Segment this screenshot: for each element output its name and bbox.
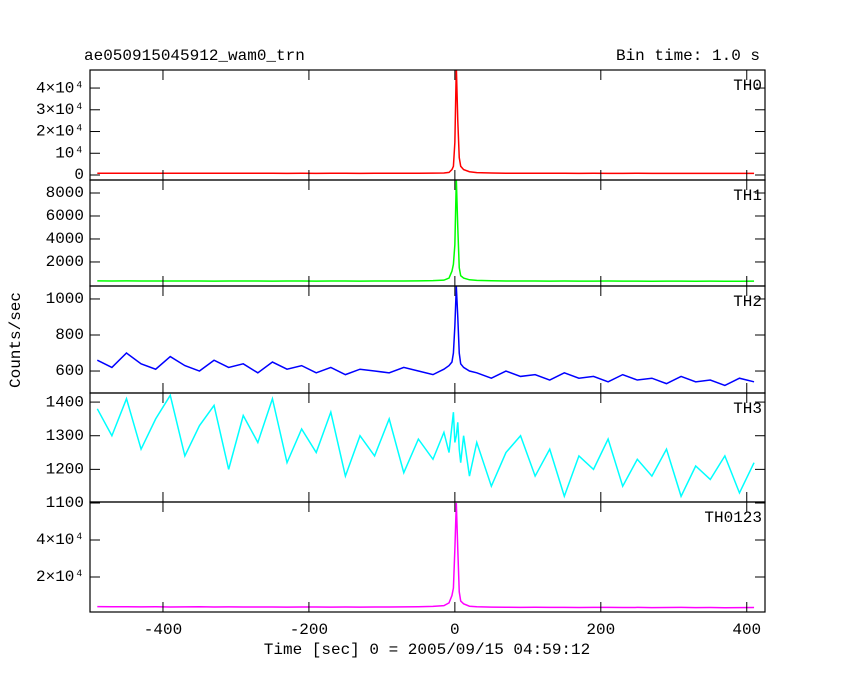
y-tick-label: 1100 (46, 494, 84, 512)
y-tick-label: 3×10⁴ (36, 101, 84, 119)
light-curve (96, 286, 755, 387)
y-tick-label: 2×10⁴ (36, 568, 84, 586)
y-tick-label: 0 (74, 166, 84, 184)
bin-time: Bin time: 1.0 s (616, 47, 760, 65)
panel-frame (89, 392, 766, 503)
panel-label: TH1 (733, 187, 762, 205)
y-tick-label: 8000 (46, 184, 84, 202)
chart-title: ae050915045912_wam0_trn (84, 47, 305, 65)
y-tick-label: 10⁴ (55, 144, 84, 162)
panel-frame (89, 69, 766, 181)
y-tick-label: 600 (55, 362, 84, 380)
y-tick-label: 4×10⁴ (36, 531, 84, 549)
x-tick-label: 200 (586, 621, 615, 639)
x-tick-label: -400 (144, 621, 182, 639)
y-tick-label: 4×10⁴ (36, 79, 84, 97)
y-tick-label: 1000 (46, 290, 84, 308)
panel-label: TH3 (733, 400, 762, 418)
panel-label: TH0 (733, 77, 762, 95)
y-tick-label: 6000 (46, 207, 84, 225)
y-tick-label: 4000 (46, 230, 84, 248)
panel-label: TH0123 (704, 509, 762, 527)
x-tick-label: -200 (290, 621, 328, 639)
y-tick-label: 1400 (46, 393, 84, 411)
light-curve (97, 70, 755, 175)
panel-label: TH2 (733, 293, 762, 311)
y-tick-label: 2×10⁴ (36, 123, 84, 141)
light-curve (97, 502, 755, 609)
y-tick-label: 1300 (46, 427, 84, 445)
x-tick-label: 400 (732, 621, 761, 639)
light-curve (97, 180, 755, 283)
panel-frame (89, 501, 766, 613)
y-tick-label: 800 (55, 326, 84, 344)
x-tick-label: 0 (450, 621, 460, 639)
x-axis-label: Time [sec] 0 = 2005/09/15 04:59:12 (264, 641, 590, 659)
panel-frame (89, 179, 766, 287)
y-axis-label: Counts/sec (7, 292, 25, 388)
panel-frame (89, 285, 766, 394)
y-tick-label: 2000 (46, 253, 84, 271)
y-tick-label: 1200 (46, 461, 84, 479)
light-curve (96, 393, 755, 499)
